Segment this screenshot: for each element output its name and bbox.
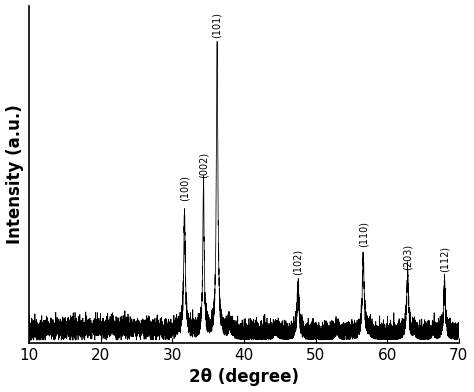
Y-axis label: Intensity (a.u.): Intensity (a.u.)	[6, 104, 24, 244]
Text: (102): (102)	[293, 249, 303, 275]
Text: (112): (112)	[439, 246, 449, 272]
Text: (203): (203)	[402, 244, 412, 270]
Text: (101): (101)	[212, 12, 222, 38]
Text: (110): (110)	[358, 221, 368, 247]
Text: (002): (002)	[199, 152, 209, 178]
Text: (100): (100)	[180, 175, 190, 201]
X-axis label: 2θ (degree): 2θ (degree)	[189, 368, 299, 387]
